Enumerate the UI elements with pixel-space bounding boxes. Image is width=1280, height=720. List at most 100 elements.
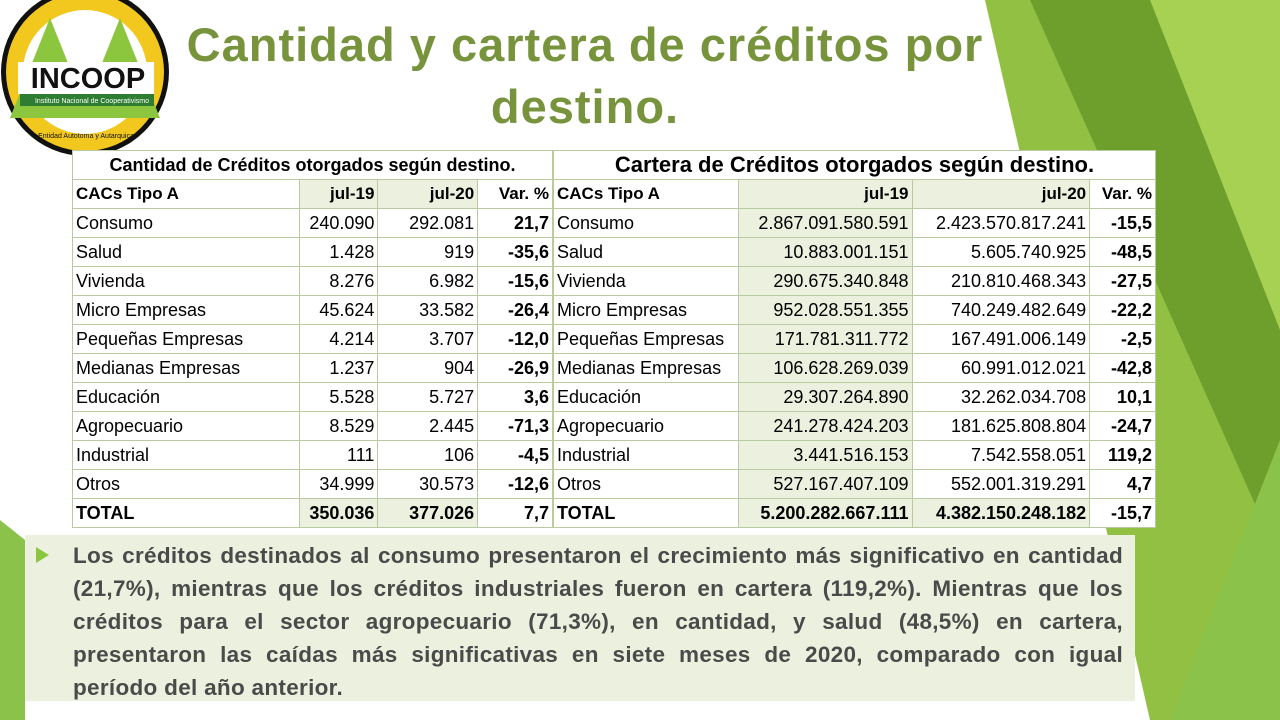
row-label: Micro Empresas [71, 295, 301, 325]
cell: -71,3 [477, 411, 553, 441]
data-row: Salud 1.428 919 -35,6 [71, 237, 553, 267]
row-label: Otros [553, 469, 739, 499]
row-label: Educación [71, 382, 301, 412]
cell: 60.991.012.021 [911, 353, 1091, 383]
green-shape [1150, 0, 1280, 330]
cell: 1.428 [299, 237, 379, 267]
row-label: Industrial [71, 440, 301, 470]
row-label: Otros [71, 469, 301, 499]
cell: 119,2 [1089, 440, 1156, 470]
data-row: Vivienda 290.675.340.848 210.810.468.343 -2… [553, 266, 1156, 296]
row-label: Micro Empresas [553, 295, 739, 325]
logo-band [18, 62, 154, 94]
row-label: Industrial [553, 440, 739, 470]
cell: 904 [377, 353, 479, 383]
row-label: Consumo [71, 208, 301, 238]
data-row: Otros 34.999 30.573 -12,6 [71, 469, 553, 499]
column-header: CACs Tipo A [553, 179, 739, 209]
data-row: Educación 29.307.264.890 32.262.034.708 10,… [553, 382, 1156, 412]
cell: -26,9 [477, 353, 553, 383]
cell: 10.883.001.151 [737, 237, 913, 267]
cell: 106 [377, 440, 479, 470]
row-label: Pequeñas Empresas [71, 324, 301, 354]
cell: 290.675.340.848 [737, 266, 913, 296]
title-row: Cartera de Créditos otorgados según dest… [553, 150, 1156, 180]
data-row: Pequeñas Empresas 171.781.311.772 167.491.… [553, 324, 1156, 354]
column-header: jul-20 [911, 179, 1091, 209]
cell: 2.867.091.580.591 [737, 208, 913, 238]
cell: -27,5 [1089, 266, 1156, 296]
data-row: Industrial 3.441.516.153 7.542.558.051 119,… [553, 440, 1156, 470]
data-row: Industrial 111 106 -4,5 [71, 440, 553, 470]
cell: 45.624 [299, 295, 379, 325]
cell: 171.781.311.772 [737, 324, 913, 354]
data-row: Micro Empresas 45.624 33.582 -26,4 [71, 295, 553, 325]
row-label: Salud [553, 237, 739, 267]
cell: 2.445 [377, 411, 479, 441]
cell: -15,7 [1089, 498, 1156, 528]
green-shape [1170, 440, 1280, 720]
data-row: Medianas Empresas 106.628.269.039 60.991.0… [553, 353, 1156, 383]
data-row: Consumo 240.090 292.081 21,7 [71, 208, 553, 238]
cell: 111 [299, 440, 379, 470]
note-text: Los créditos destinados al consumo prese… [73, 543, 1123, 700]
cell: -2,5 [1089, 324, 1156, 354]
cell: 10,1 [1089, 382, 1156, 412]
cell: 30.573 [377, 469, 479, 499]
cell: -48,5 [1089, 237, 1156, 267]
cell: 6.982 [377, 266, 479, 296]
cell: 5.727 [377, 382, 479, 412]
column-header: CACs Tipo A [71, 179, 301, 209]
cell: 4,7 [1089, 469, 1156, 499]
cell: -12,6 [477, 469, 553, 499]
cell: 8.276 [299, 266, 379, 296]
cell: -12,0 [477, 324, 553, 354]
slide-title: Cantidad y cartera de créditos por desti… [186, 18, 984, 133]
data-row: Agropecuario 241.278.424.203 181.625.808.8… [553, 411, 1156, 441]
cell: 3,6 [477, 382, 553, 412]
row-label: Agropecuario [71, 411, 301, 441]
row-label: TOTAL [553, 498, 739, 528]
row-label: Salud [71, 237, 301, 267]
table-title: Cantidad de Créditos otorgados según des… [72, 150, 553, 180]
data-row: Consumo 2.867.091.580.591 2.423.570.817.24… [553, 208, 1156, 238]
cell: 350.036 [299, 498, 379, 528]
cell: 527.167.407.109 [737, 469, 913, 499]
cell: 5.200.282.667.111 [737, 498, 913, 528]
logo-motto: Entidad Autotoma y Autarquica [38, 133, 134, 140]
row-label: Vivienda [71, 266, 301, 296]
data-row: Otros 527.167.407.109 552.001.319.291 4,7 [553, 469, 1156, 499]
portfolio-table: Cartera de Créditos otorgados según dest… [553, 150, 1156, 528]
data-row: Pequeñas Empresas 4.214 3.707 -12,0 [71, 324, 553, 354]
cell: 3.707 [377, 324, 479, 354]
logo: INCOOP Instituto Nacional de Cooperativi… [1, 0, 169, 156]
cell: 181.625.808.804 [911, 411, 1091, 441]
green-shape [0, 520, 25, 720]
logo-subtitle: Instituto Nacional de Cooperativismo [35, 98, 149, 105]
data-row: Educación 5.528 5.727 3,6 [71, 382, 553, 412]
cell: 21,7 [477, 208, 553, 238]
quantity-table: Cantidad de Créditos otorgados según des… [71, 150, 553, 528]
cell: -15,6 [477, 266, 553, 296]
cell: 7,7 [477, 498, 553, 528]
cell: -15,5 [1089, 208, 1156, 238]
row-label: TOTAL [71, 498, 301, 528]
cell: 552.001.319.291 [911, 469, 1091, 499]
cell: 377.026 [377, 498, 479, 528]
cell: 1.237 [299, 353, 379, 383]
logo-name: INCOOP [31, 63, 145, 95]
cell: -4,5 [477, 440, 553, 470]
cell: 3.441.516.153 [737, 440, 913, 470]
data-row: Micro Empresas 952.028.551.355 740.249.482… [553, 295, 1156, 325]
logo-subtitle-band [20, 94, 154, 106]
cell: 33.582 [377, 295, 479, 325]
cell: -26,4 [477, 295, 553, 325]
cell: -35,6 [477, 237, 553, 267]
cell: 167.491.006.149 [911, 324, 1091, 354]
cell: 2.423.570.817.241 [911, 208, 1091, 238]
cell: 29.307.264.890 [737, 382, 913, 412]
cell: 8.529 [299, 411, 379, 441]
